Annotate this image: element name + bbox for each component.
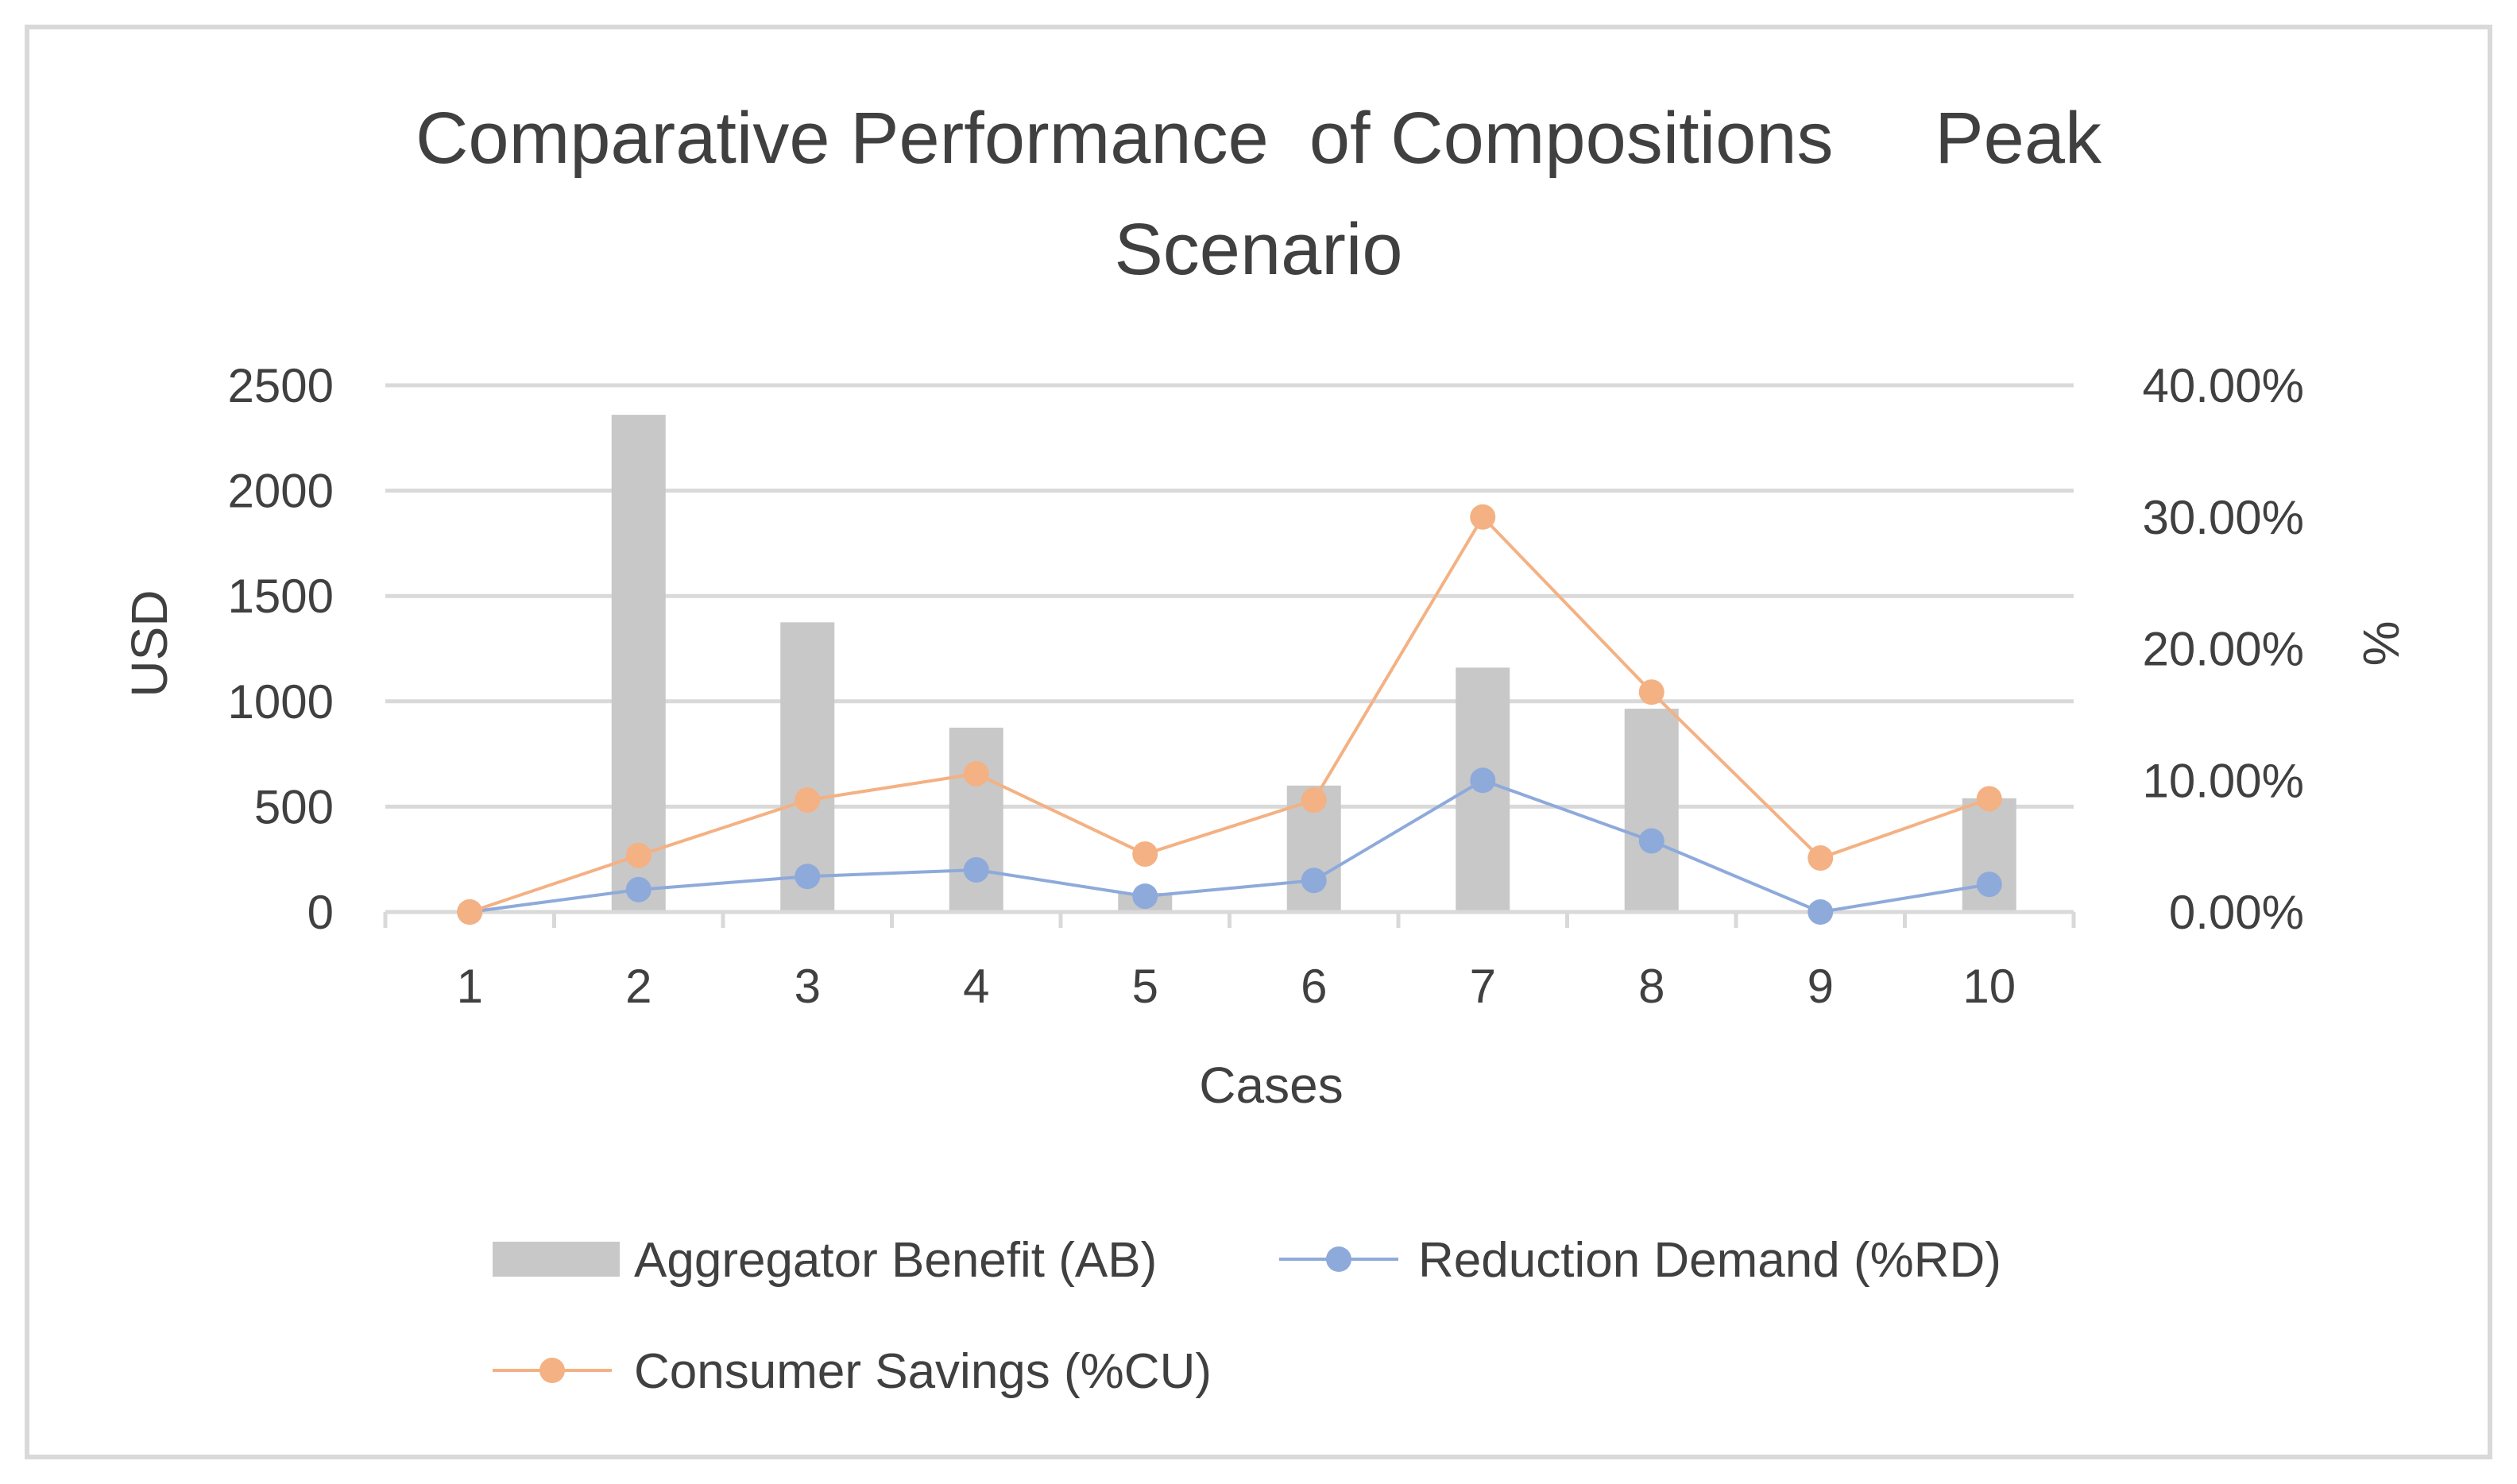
bar-aggregator-benefit: [780, 622, 835, 912]
point-consumer-savings: [625, 842, 651, 868]
bar-aggregator-benefit: [611, 415, 666, 912]
point-reduction-demand: [625, 876, 651, 902]
point-consumer-savings: [1470, 504, 1496, 530]
bar-aggregator-benefit: [1624, 709, 1679, 912]
bar-aggregator-benefit: [949, 727, 1003, 912]
y-left-tick-label: 1500: [228, 570, 334, 623]
y-left-tick-label: 500: [254, 780, 334, 833]
legend: Aggregator Benefit (AB) Reduction Demand …: [493, 1233, 2001, 1399]
x-tick-label: 8: [1638, 960, 1664, 1013]
y-left-tick-label: 2000: [228, 465, 334, 518]
point-reduction-demand: [1470, 767, 1496, 794]
point-consumer-savings: [1132, 841, 1158, 868]
y-right-tick-label: 40.00%: [2143, 359, 2305, 412]
point-consumer-savings: [457, 899, 483, 925]
legend-label: Reduction Demand (%RD): [1418, 1233, 2001, 1288]
tick-labels: 0 500 1000 1500 2000 2500 0.00% 10.00% 20.00% 30.…: [228, 359, 2304, 1013]
x-axis: [383, 910, 2076, 928]
point-consumer-savings: [1808, 845, 1834, 871]
x-tick-label: 6: [1301, 960, 1327, 1013]
x-tick-label: 10: [1962, 960, 2016, 1013]
gridlines: [385, 383, 2074, 809]
y-axis-right-title: %: [2353, 621, 2410, 667]
legend-label: Consumer Savings (%CU): [634, 1344, 1212, 1399]
point-consumer-savings: [1976, 786, 2002, 812]
y-right-tick-label: 0.00%: [2169, 886, 2304, 939]
y-left-tick-label: 1000: [228, 675, 334, 728]
y-right-tick-label: 10.00%: [2143, 754, 2305, 807]
point-reduction-demand: [963, 856, 989, 883]
line-consumer-savings: [469, 514, 1990, 914]
x-tick-label: 1: [457, 960, 483, 1013]
chart-title-line2: Scenario: [1114, 209, 1402, 290]
x-tick-label: 7: [1470, 960, 1496, 1013]
chart-border: [25, 25, 2492, 1459]
x-tick-label: 4: [963, 960, 989, 1013]
point-reduction-demand: [1638, 828, 1664, 854]
point-reduction-demand: [1132, 883, 1158, 910]
point-reduction-demand: [1976, 871, 2002, 898]
legend-swatch-marker: [539, 1358, 565, 1383]
point-consumer-savings: [963, 760, 989, 786]
point-reduction-demand: [1301, 868, 1327, 894]
series-lines: [457, 504, 2002, 925]
legend-swatch-marker: [1326, 1246, 1351, 1272]
point-consumer-savings: [1638, 679, 1664, 705]
point-consumer-savings: [1301, 787, 1327, 813]
x-tick-label: 9: [1808, 960, 1834, 1013]
y-right-tick-label: 20.00%: [2143, 623, 2305, 676]
legend-swatch-bar: [493, 1242, 620, 1277]
x-tick-label: 2: [625, 960, 651, 1013]
line-reduction-demand: [469, 779, 1990, 914]
y-left-tick-label: 0: [307, 886, 334, 939]
x-tick-label: 5: [1132, 960, 1158, 1013]
y-axis-left-title: USD: [121, 589, 178, 697]
y-right-tick-label: 30.00%: [2143, 491, 2305, 544]
x-tick-label: 3: [795, 960, 821, 1013]
point-reduction-demand: [795, 864, 821, 890]
chart-title-line1: Comparative Performance of Compositions …: [416, 98, 2102, 179]
point-consumer-savings: [795, 787, 821, 813]
point-reduction-demand: [1808, 899, 1834, 925]
y-left-tick-label: 2500: [228, 359, 334, 412]
legend-label: Aggregator Benefit (AB): [634, 1233, 1157, 1288]
x-axis-title: Cases: [1199, 1057, 1343, 1114]
